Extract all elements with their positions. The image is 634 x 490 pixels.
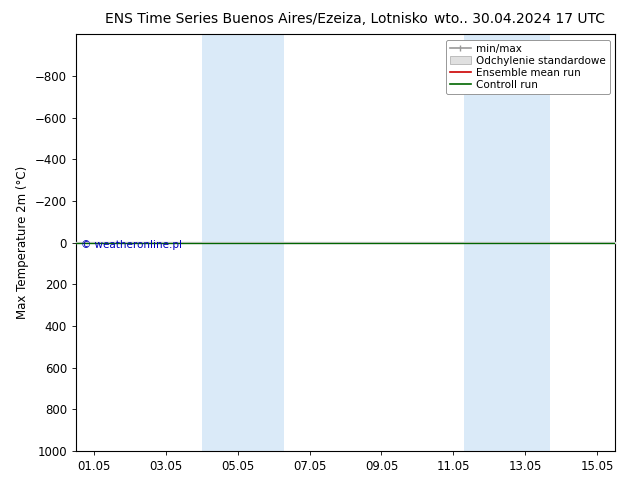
Text: wto.. 30.04.2024 17 UTC: wto.. 30.04.2024 17 UTC bbox=[434, 12, 605, 26]
Y-axis label: Max Temperature 2m (°C): Max Temperature 2m (°C) bbox=[16, 166, 29, 319]
Text: © weatheronline.pl: © weatheronline.pl bbox=[81, 241, 183, 250]
Bar bbox=[202, 34, 285, 451]
Text: ENS Time Series Buenos Aires/Ezeiza, Lotnisko: ENS Time Series Buenos Aires/Ezeiza, Lot… bbox=[105, 12, 428, 26]
Bar bbox=[464, 34, 550, 451]
Legend: min/max, Odchylenie standardowe, Ensemble mean run, Controll run: min/max, Odchylenie standardowe, Ensembl… bbox=[446, 40, 610, 94]
